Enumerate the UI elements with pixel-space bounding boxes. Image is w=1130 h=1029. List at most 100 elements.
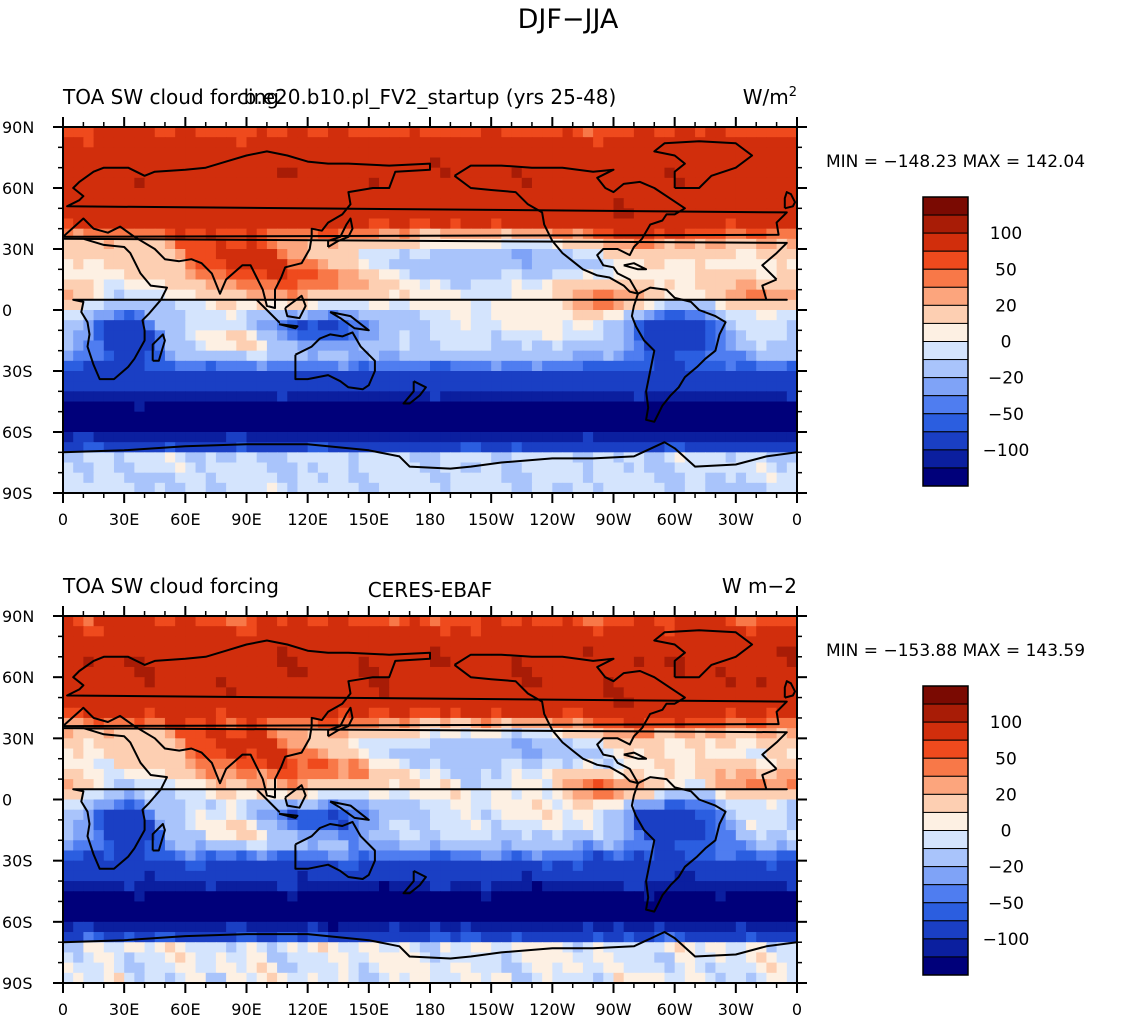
field-cell (410, 330, 421, 341)
field-cell (399, 810, 410, 821)
field-cell (267, 127, 278, 138)
field-cell (542, 463, 553, 474)
field-cell (83, 208, 94, 219)
field-cell (603, 229, 614, 240)
field-cell (134, 738, 145, 749)
field-cell (440, 219, 451, 230)
field-cell (63, 810, 74, 821)
field-cell (308, 881, 319, 892)
field-cell (124, 830, 135, 841)
field-cell (196, 891, 207, 902)
field-cell (83, 422, 94, 433)
field-cell (175, 452, 186, 463)
field-cell (318, 249, 329, 260)
field-cell (675, 769, 686, 780)
field-cell (185, 820, 196, 831)
field-cell (114, 881, 125, 892)
field-cell (715, 483, 726, 494)
field-cell (379, 749, 390, 760)
field-cell (522, 616, 533, 627)
field-cell (420, 219, 431, 230)
field-cell (247, 208, 258, 219)
field-cell (563, 820, 574, 831)
field-cell (328, 738, 339, 749)
field-cell (563, 412, 574, 423)
field-cell (471, 452, 482, 463)
field-cell (512, 749, 523, 760)
field-cell (614, 912, 625, 923)
field-cell (206, 922, 217, 933)
field-cell (165, 738, 176, 749)
field-cell (491, 391, 502, 402)
field-cell (736, 698, 747, 709)
field-cell (532, 402, 543, 413)
field-cell (410, 361, 421, 372)
field-cell (420, 310, 431, 321)
field-cell (726, 432, 737, 443)
field-cell (155, 422, 166, 433)
field-cell (766, 463, 777, 474)
field-cell (522, 422, 533, 433)
field-cell (491, 800, 502, 811)
field-cell (287, 759, 298, 770)
field-cell (185, 769, 196, 780)
field-cell (552, 830, 563, 841)
field-cell (501, 280, 512, 291)
field-cell (746, 280, 757, 291)
field-cell (542, 759, 553, 770)
field-cell (267, 616, 278, 627)
field-cell (614, 657, 625, 668)
field-cell (247, 626, 258, 637)
field-cell (654, 432, 665, 443)
field-cell (369, 229, 380, 240)
field-cell (73, 249, 84, 260)
field-cell (379, 647, 390, 658)
field-cell (450, 789, 461, 800)
field-cell (399, 147, 410, 158)
field-cell (287, 178, 298, 189)
field-cell (399, 137, 410, 148)
field-cell (206, 249, 217, 260)
field-cell (726, 371, 737, 382)
field-cell (124, 769, 135, 780)
field-cell (450, 759, 461, 770)
field-cell (63, 891, 74, 902)
field-cell (512, 800, 523, 811)
field-cell (236, 402, 247, 413)
field-cell (379, 371, 390, 382)
field-cell (471, 708, 482, 719)
field-cell (145, 158, 156, 169)
field-cell (185, 310, 196, 321)
field-cell (583, 381, 594, 392)
field-cell (787, 749, 798, 760)
field-cell (318, 687, 329, 698)
field-cell (593, 391, 604, 402)
field-cell (695, 341, 706, 352)
field-cell (226, 351, 237, 362)
field-cell (216, 300, 227, 311)
field-cell (522, 820, 533, 831)
field-cell (328, 901, 339, 912)
field-cell (267, 677, 278, 688)
field-cell (664, 452, 675, 463)
field-cell (104, 810, 115, 821)
field-cell (563, 198, 574, 209)
field-cell (399, 657, 410, 668)
field-cell (338, 391, 349, 402)
field-cell (654, 800, 665, 811)
field-cell (481, 473, 492, 484)
field-cell (430, 738, 441, 749)
field-cell (410, 861, 421, 872)
field-cell (705, 442, 716, 453)
field-cell (726, 749, 737, 760)
field-cell (522, 922, 533, 933)
field-cell (746, 901, 757, 912)
field-cell (491, 269, 502, 280)
field-cell (104, 391, 115, 402)
field-cell (675, 229, 686, 240)
field-cell (481, 391, 492, 402)
field-cell (603, 127, 614, 138)
field-cell (73, 239, 84, 250)
field-cell (705, 422, 716, 433)
field-cell (83, 229, 94, 240)
